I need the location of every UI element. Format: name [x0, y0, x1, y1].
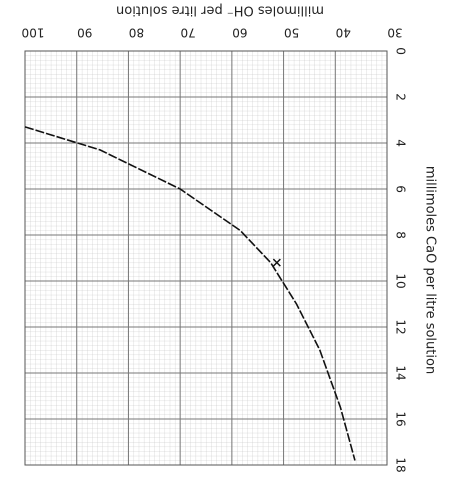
x-tick-label: 6	[394, 185, 408, 193]
curve	[24, 126, 356, 461]
x-tick-label: 0	[394, 47, 408, 55]
x-tick-label: 4	[394, 139, 408, 147]
data-point-marker	[272, 258, 281, 267]
y-tick-label: 60	[232, 26, 247, 40]
y-tick-label: 50	[284, 26, 299, 40]
x-tick-label: 8	[394, 231, 408, 239]
x-tick-label: 14	[394, 365, 408, 380]
y-tick-label: 90	[77, 26, 92, 40]
plot-frame	[24, 50, 388, 466]
x-tick-label: 18	[394, 457, 408, 472]
y-axis-label: millimoles OH⁻ per litre solution	[116, 3, 324, 18]
y-tick-label: 30	[387, 26, 402, 40]
y-tick-label: 100	[22, 26, 45, 40]
y-tick-label: 70	[181, 26, 196, 40]
graph-paper	[25, 51, 387, 465]
x-tick-label: 10	[394, 273, 408, 288]
x-tick-label: 16	[394, 411, 408, 426]
x-tick-label: 12	[394, 319, 408, 334]
y-tick-label: 80	[129, 26, 144, 40]
x-tick-label: 2	[394, 93, 408, 101]
y-tick-label: 40	[336, 26, 351, 40]
x-axis-label: millimoles CaO per litre solution	[423, 166, 438, 374]
